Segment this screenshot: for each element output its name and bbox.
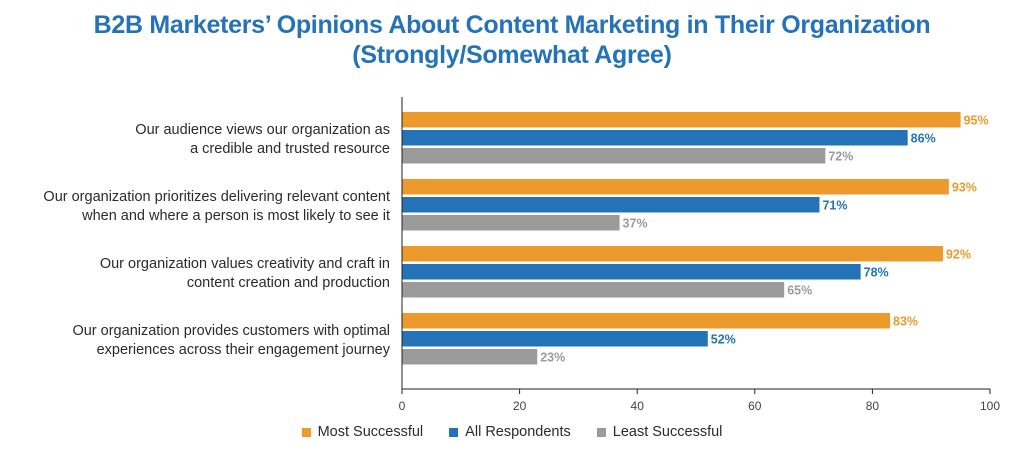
bar-least-successful-3: [402, 282, 785, 298]
data-label-most-successful-3: 92%: [946, 247, 971, 261]
bar-chart: 95% 86% 72% Our audience views our organiza…: [43, 97, 1000, 413]
legend-item-least-successful: Least Successful: [596, 424, 723, 440]
data-label-least-successful-4: 23%: [540, 350, 565, 364]
legend: Most Successful All Respondents Least Su…: [0, 424, 1024, 440]
legend-swatch-least-successful: [596, 427, 606, 437]
bar-most-successful-2: [402, 179, 949, 195]
category-label-1-line-2: a credible and trusted resource: [190, 141, 390, 157]
bar-most-successful-4: [402, 313, 891, 329]
bar-least-successful-4: [402, 349, 538, 365]
bar-least-successful-1: [402, 148, 826, 164]
data-label-most-successful-2: 93%: [952, 180, 977, 194]
data-label-all-respondents-3: 78%: [864, 265, 889, 279]
legend-label-least-successful: Least Successful: [612, 424, 723, 440]
chart-title-line-1: B2B Marketers’ Opinions About Content Ma…: [93, 11, 931, 39]
bar-least-successful-2: [402, 215, 620, 231]
data-label-all-respondents-1: 86%: [911, 131, 936, 145]
category-label-2-line-1: Our organization prioritizes delivering …: [43, 189, 390, 205]
bar-all-respondents-3: [402, 264, 861, 280]
data-label-least-successful-2: 37%: [623, 216, 648, 230]
category-label-3-line-2: content creation and production: [187, 275, 390, 291]
data-label-all-respondents-2: 71%: [822, 198, 847, 212]
bar-all-respondents-4: [402, 331, 708, 347]
data-label-most-successful-4: 83%: [893, 314, 918, 328]
bar-all-respondents-2: [402, 197, 820, 213]
data-label-all-respondents-4: 52%: [711, 332, 736, 346]
legend-label-most-successful: Most Successful: [317, 424, 424, 440]
legend-swatch-most-successful: [301, 427, 311, 437]
category-label-4-line-2: experiences across their engagement jour…: [97, 342, 391, 358]
data-label-least-successful-1: 72%: [828, 149, 853, 163]
x-tick-label-80: 80: [866, 399, 880, 413]
bar-all-respondents-1: [402, 130, 908, 146]
category-label-4-line-1: Our organization provides customers with…: [72, 323, 390, 339]
legend-item-all-respondents: All Respondents: [449, 424, 571, 440]
x-tick-label-60: 60: [748, 399, 762, 413]
legend-swatch-all-respondents: [449, 427, 459, 437]
bar-most-successful-1: [402, 112, 961, 128]
category-label-2-line-2: when and where a person is most likely t…: [81, 208, 390, 224]
data-label-most-successful-1: 95%: [964, 113, 989, 127]
x-tick-label-20: 20: [513, 399, 527, 413]
category-label-1-line-1: Our audience views our organization as: [135, 122, 390, 138]
legend-label-all-respondents: All Respondents: [465, 424, 571, 440]
x-tick-label-40: 40: [631, 399, 645, 413]
x-tick-label-0: 0: [399, 399, 406, 413]
chart-title: B2B Marketers’ Opinions About Content Ma…: [0, 10, 1024, 70]
data-label-least-successful-3: 65%: [787, 283, 812, 297]
x-tick-label-100: 100: [980, 399, 1000, 413]
bar-most-successful-3: [402, 246, 943, 262]
chart-title-line-2: (Strongly/Somewhat Agree): [352, 41, 672, 69]
category-label-3-line-1: Our organization values creativity and c…: [100, 256, 390, 272]
legend-item-most-successful: Most Successful: [301, 424, 424, 440]
